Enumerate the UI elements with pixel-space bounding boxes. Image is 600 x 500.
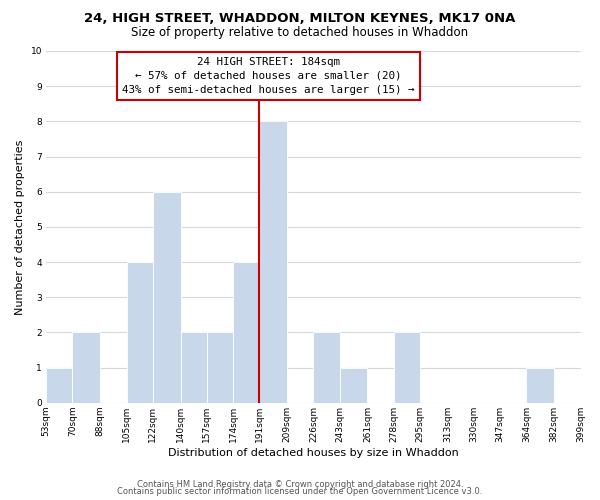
Bar: [233, 262, 259, 403]
Bar: [313, 332, 340, 403]
Bar: [340, 368, 367, 403]
Bar: [181, 332, 207, 403]
Text: 24 HIGH STREET: 184sqm
← 57% of detached houses are smaller (20)
43% of semi-det: 24 HIGH STREET: 184sqm ← 57% of detached…: [122, 56, 415, 94]
Bar: [526, 368, 554, 403]
Text: Size of property relative to detached houses in Whaddon: Size of property relative to detached ho…: [131, 26, 469, 39]
Bar: [207, 332, 233, 403]
Bar: [394, 332, 420, 403]
Bar: [127, 262, 153, 403]
Text: Contains HM Land Registry data © Crown copyright and database right 2024.: Contains HM Land Registry data © Crown c…: [137, 480, 463, 489]
Bar: [259, 122, 287, 403]
Text: Contains public sector information licensed under the Open Government Licence v3: Contains public sector information licen…: [118, 488, 482, 496]
Bar: [46, 368, 73, 403]
X-axis label: Distribution of detached houses by size in Whaddon: Distribution of detached houses by size …: [168, 448, 459, 458]
Text: 24, HIGH STREET, WHADDON, MILTON KEYNES, MK17 0NA: 24, HIGH STREET, WHADDON, MILTON KEYNES,…: [85, 12, 515, 26]
Y-axis label: Number of detached properties: Number of detached properties: [15, 139, 25, 314]
Bar: [153, 192, 181, 403]
Bar: [73, 332, 100, 403]
